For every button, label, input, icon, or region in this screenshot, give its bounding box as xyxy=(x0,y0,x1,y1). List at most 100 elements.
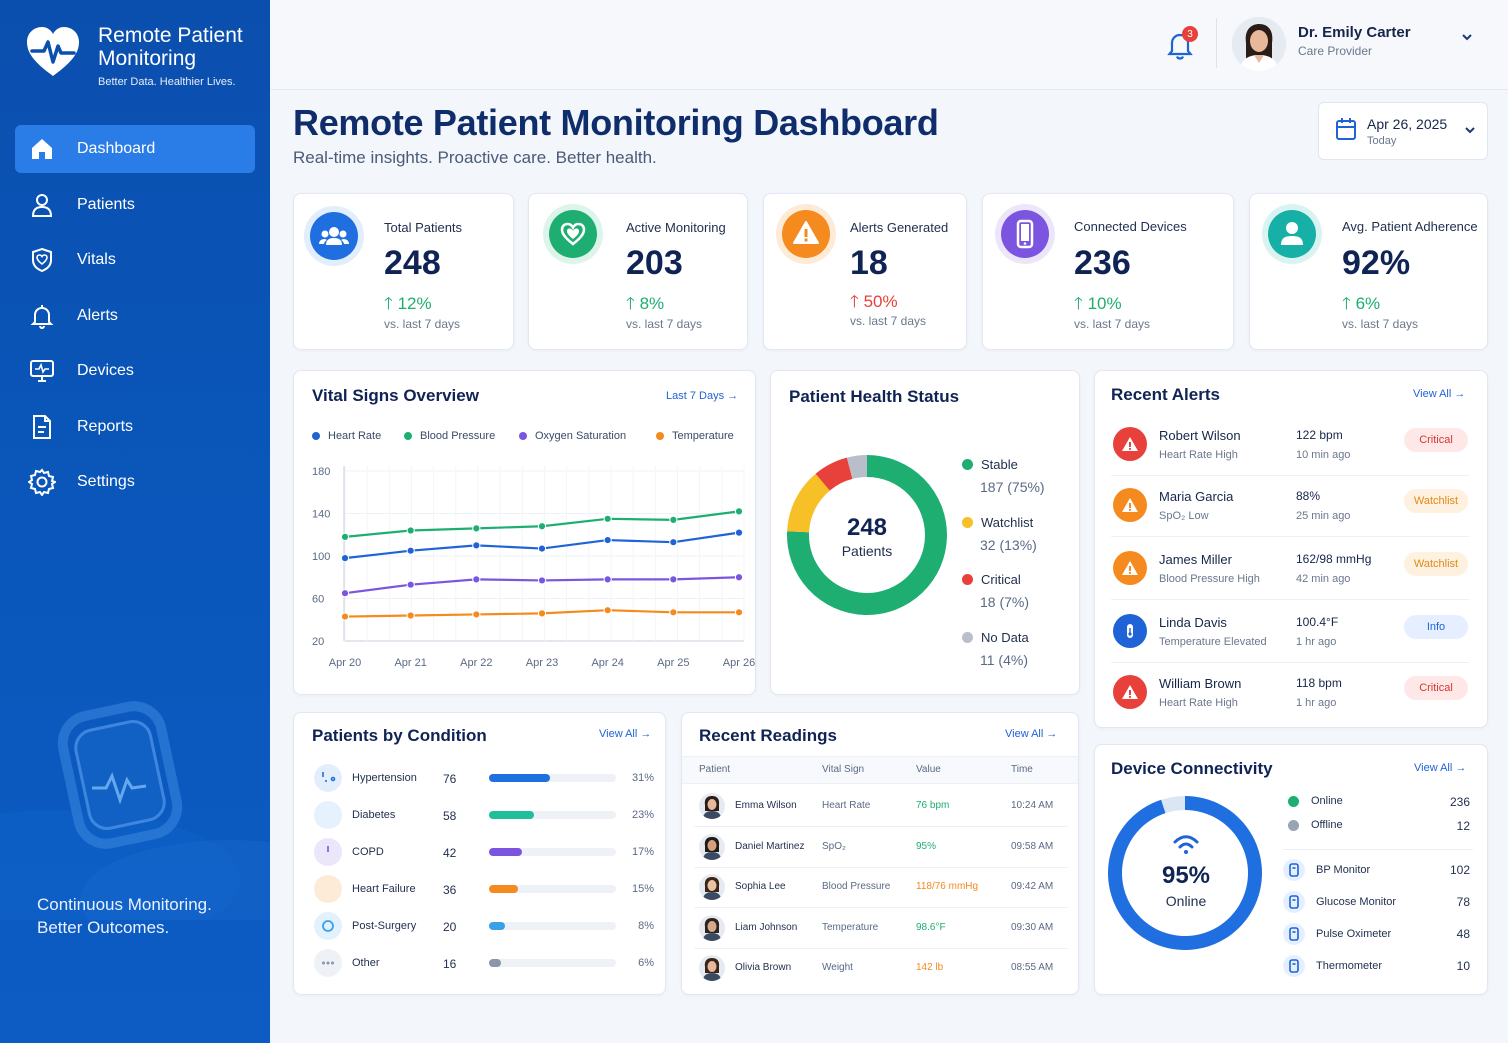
y-tick-label: 180 xyxy=(312,466,330,478)
kpi-change: 🡑 50% xyxy=(850,289,898,318)
data-point[interactable] xyxy=(472,610,481,619)
data-point[interactable] xyxy=(537,609,547,618)
x-tick-label: Apr 23 xyxy=(526,657,558,669)
row-divider xyxy=(694,826,1068,827)
donut-total: 248 xyxy=(846,514,888,541)
data-point[interactable] xyxy=(406,611,415,620)
data-point[interactable] xyxy=(603,606,612,615)
sidebar-item-devices[interactable]: Devices xyxy=(15,347,255,395)
brand[interactable]: Remote Patient Monitoring Better Data. H… xyxy=(24,24,243,88)
date-picker[interactable]: Apr 26, 2025 Today xyxy=(1318,102,1488,160)
monitor-icon xyxy=(27,356,57,386)
conditions-title: Patients by Condition xyxy=(312,726,487,745)
alert-status-badge: Critical xyxy=(1404,676,1468,700)
data-point[interactable] xyxy=(340,612,350,621)
data-point[interactable] xyxy=(472,575,481,584)
donut-slice-critical[interactable] xyxy=(815,457,853,491)
data-point[interactable] xyxy=(734,528,744,537)
condition-count: 16 xyxy=(443,957,457,971)
kpi-card-avg-adherence[interactable]: Avg. Patient Adherence 92% 🡑 6% vs. last… xyxy=(1249,193,1488,350)
reading-time: 09:30 AM xyxy=(1011,921,1054,933)
y-tick-label: 140 xyxy=(312,509,330,521)
health-status-card: Patient Health Status 248 Patients Stabl… xyxy=(770,370,1080,695)
data-point[interactable] xyxy=(603,535,612,545)
data-point[interactable] xyxy=(537,576,547,585)
donut-slice-watchlist[interactable] xyxy=(787,473,830,533)
connectivity-view-all-link[interactable]: View All → xyxy=(1414,762,1466,774)
data-point[interactable] xyxy=(537,522,547,531)
device-name: Pulse Oximeter xyxy=(1316,928,1392,940)
page-title: Remote Patient Monitoring Dashboard xyxy=(293,102,939,143)
kpi-period: vs. last 7 days xyxy=(1074,317,1151,331)
device-count: 78 xyxy=(1456,895,1470,909)
data-point[interactable] xyxy=(406,526,415,535)
sidebar-item-alerts[interactable]: Alerts xyxy=(15,292,255,340)
legend-label: Blood Pressure xyxy=(420,430,496,442)
arrow-right-icon: → xyxy=(727,390,739,402)
device-name: Glucose Monitor xyxy=(1316,896,1397,908)
alerts-view-all-link[interactable]: View All → xyxy=(1413,388,1465,400)
alert-description: SpO₂ Low xyxy=(1159,510,1209,522)
warning-icon xyxy=(1113,427,1147,461)
condition-name: Heart Failure xyxy=(352,883,416,895)
data-point[interactable] xyxy=(603,514,612,523)
readings-header-time: Time xyxy=(1011,764,1033,775)
alert-value: 122 bpm xyxy=(1296,428,1343,442)
data-point[interactable] xyxy=(669,575,678,584)
kpi-value: 18 xyxy=(850,244,888,282)
arrow-right-icon: → xyxy=(1454,388,1466,400)
data-point[interactable] xyxy=(734,507,744,516)
arrow-right-icon: → xyxy=(1455,762,1467,774)
reading-patient: Emma Wilson xyxy=(735,800,797,811)
legend-dot xyxy=(312,432,320,440)
status-value: 187 (75%) xyxy=(980,479,1045,495)
data-point[interactable] xyxy=(669,515,678,524)
data-point[interactable] xyxy=(340,589,350,598)
user-name: Dr. Emily Carter xyxy=(1298,24,1411,41)
readings-view-all-link[interactable]: View All → xyxy=(1005,728,1057,740)
status-value: 32 (13%) xyxy=(980,537,1037,553)
donut-offline-arc[interactable] xyxy=(1161,796,1185,814)
sidebar: Remote Patient Monitoring Better Data. H… xyxy=(0,0,270,1043)
kpi-card-active-monitoring[interactable]: Active Monitoring 203 🡑 8% vs. last 7 da… xyxy=(528,193,748,350)
donut-slice-no-data[interactable] xyxy=(846,455,867,479)
sidebar-item-settings[interactable]: Settings xyxy=(15,458,255,506)
sidebar-item-reports[interactable]: Reports xyxy=(15,403,255,451)
kpi-card-total-patients[interactable]: Total Patients 248 🡑 12% vs. last 7 days xyxy=(293,193,514,350)
data-point[interactable] xyxy=(537,544,547,553)
data-point[interactable] xyxy=(669,538,678,547)
data-point[interactable] xyxy=(340,554,350,563)
thermometer-icon xyxy=(1113,614,1147,648)
status-label: Critical xyxy=(981,572,1021,587)
alert-value: 118 bpm xyxy=(1296,676,1342,690)
data-point[interactable] xyxy=(406,546,415,555)
data-point[interactable] xyxy=(734,573,744,582)
user-avatar[interactable] xyxy=(1232,17,1286,71)
sidebar-item-patients[interactable]: Patients xyxy=(15,181,255,229)
row-divider xyxy=(694,947,1068,949)
data-point[interactable] xyxy=(340,532,350,541)
condition-count: 42 xyxy=(443,846,457,860)
condition-count: 20 xyxy=(443,920,457,934)
sidebar-item-dashboard[interactable]: Dashboard xyxy=(15,125,255,173)
alert-description: Temperature Elevated xyxy=(1159,636,1267,648)
sidebar-item-vitals[interactable]: Vitals xyxy=(15,236,255,284)
warning-icon xyxy=(1113,488,1147,522)
data-point[interactable] xyxy=(406,580,415,589)
last-7-days-link[interactable]: Last 7 Days → xyxy=(666,390,738,402)
kpi-change-value: 50% xyxy=(863,292,898,311)
kpi-card-connected-devices[interactable]: Connected Devices 236 🡑 10% vs. last 7 d… xyxy=(982,193,1234,350)
data-point[interactable] xyxy=(603,575,612,584)
y-tick-label: 100 xyxy=(312,551,330,563)
notification-bell-icon[interactable] xyxy=(1166,30,1194,60)
status-dot-watchlist xyxy=(962,517,973,528)
offline-dot xyxy=(1288,820,1299,831)
chevron-down-icon[interactable] xyxy=(1460,30,1474,44)
conditions-view-all-link[interactable]: View All → xyxy=(599,728,651,740)
data-point[interactable] xyxy=(472,524,481,533)
data-point[interactable] xyxy=(734,608,744,617)
kpi-card-alerts-generated[interactable]: Alerts Generated 18 🡑 50% vs. last 7 day… xyxy=(763,193,967,350)
data-point[interactable] xyxy=(669,608,678,617)
reading-vital: Heart Rate xyxy=(822,800,871,811)
data-point[interactable] xyxy=(472,541,481,550)
